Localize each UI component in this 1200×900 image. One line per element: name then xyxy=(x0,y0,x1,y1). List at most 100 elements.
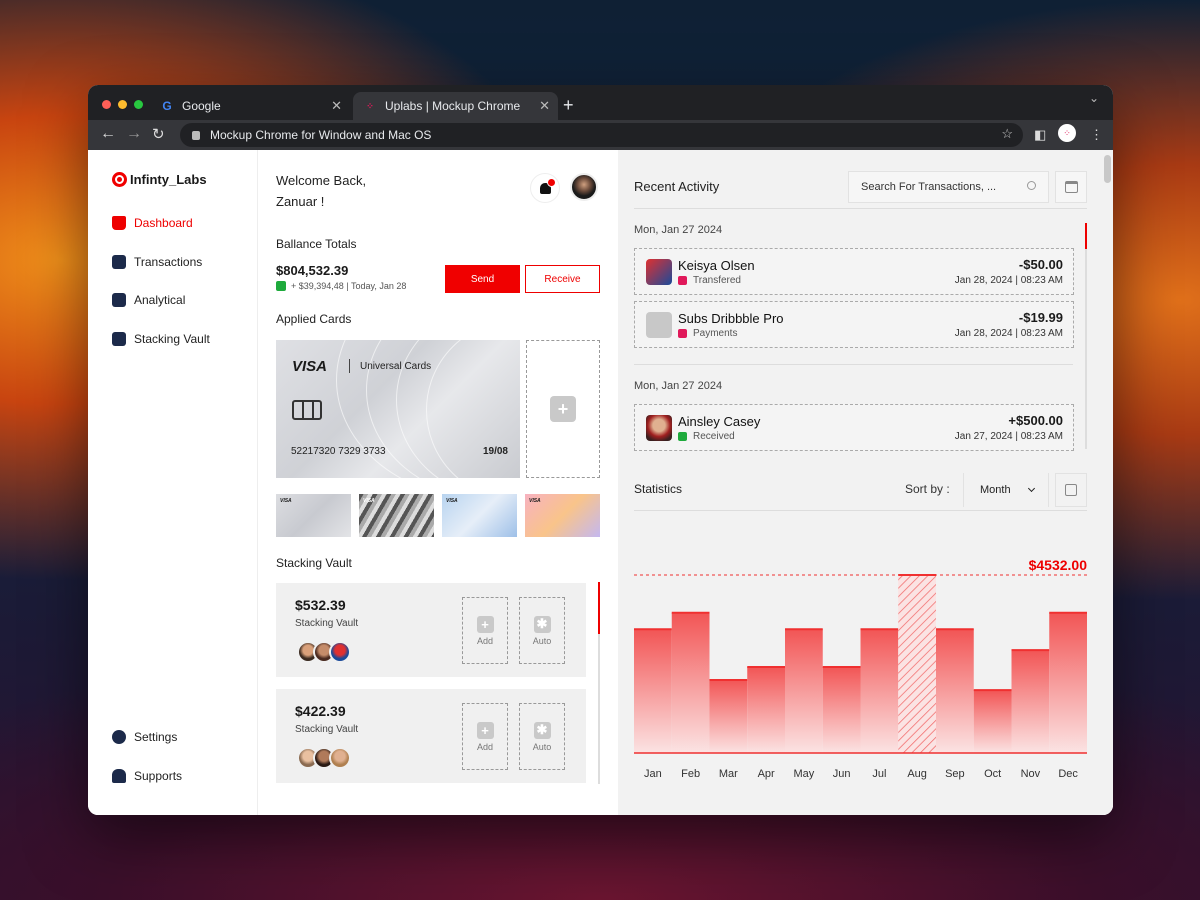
tab-google[interactable]: G Google ✕ xyxy=(150,92,350,120)
transaction-row[interactable]: Subs Dribbble Pro Payments -$19.99 Jan 2… xyxy=(634,301,1074,348)
vault-scrollbar[interactable] xyxy=(598,582,600,784)
calendar-button[interactable] xyxy=(1055,171,1087,203)
activity-title: Recent Activity xyxy=(634,179,720,194)
welcome-text: Welcome Back, Zanuar ! xyxy=(276,170,366,212)
card-issuer: Universal Cards xyxy=(360,361,432,372)
page-scrollbar[interactable] xyxy=(1104,155,1111,810)
bar-nov[interactable] xyxy=(1011,650,1050,753)
close-tab-icon[interactable]: ✕ xyxy=(539,98,550,113)
bar-mar[interactable] xyxy=(709,679,748,753)
card-brand: VISA xyxy=(292,358,328,375)
x-tick-label: Oct xyxy=(984,768,1001,780)
url-field[interactable]: Mockup Chrome for Window and Mac OS ☆ xyxy=(180,123,1023,147)
sidebar-item-dashboard[interactable]: Dashboard xyxy=(112,216,193,230)
chevron-down-icon[interactable]: ⌄ xyxy=(1088,91,1099,105)
balance-delta: + $39,394,48 | Today, Jan 28 xyxy=(276,281,406,291)
bar-feb[interactable] xyxy=(671,612,710,753)
x-tick-label: Jan xyxy=(644,768,662,780)
vault-card[interactable]: $422.39 Stacking Vault + Add ✱ Auto xyxy=(276,689,586,783)
bar-jun[interactable] xyxy=(822,666,861,753)
transaction-name: Ainsley Casey xyxy=(678,414,761,429)
main-panel: Welcome Back, Zanuar ! Ballance Totals $… xyxy=(258,150,618,815)
menu-icon[interactable]: ⋮ xyxy=(1090,127,1103,142)
bar-jul[interactable] xyxy=(860,629,899,753)
sidebar-item-analytical[interactable]: Analytical xyxy=(112,293,185,307)
bar-oct[interactable] xyxy=(973,690,1012,753)
add-card-button[interactable]: + xyxy=(526,340,600,478)
receive-button[interactable]: Receive xyxy=(525,265,600,293)
tab-bar: G Google ✕ ⁘ Uplabs | Mockup Chrome ✕ + … xyxy=(88,85,1113,120)
bar-dec[interactable] xyxy=(1049,612,1087,753)
transaction-row[interactable]: Ainsley Casey Received +$500.00 Jan 27, … xyxy=(634,404,1074,451)
card-thumbnail[interactable]: VISA xyxy=(276,494,351,537)
back-icon[interactable]: ← xyxy=(100,125,116,142)
card-pattern xyxy=(426,340,520,478)
card-thumbnail[interactable]: VISA xyxy=(442,494,517,537)
calendar-icon xyxy=(1064,181,1078,193)
x-tick-label: May xyxy=(793,768,814,780)
balance-delta-text: + $39,394,48 | Today, Jan 28 xyxy=(291,281,407,291)
vault-add-button[interactable]: + Add xyxy=(462,703,508,770)
card-thumbnail[interactable]: VISA xyxy=(359,494,434,537)
vault-auto-button[interactable]: ✱ Auto xyxy=(519,597,565,664)
send-button[interactable]: Send xyxy=(445,265,520,293)
logo-text: Infinty_Labs xyxy=(130,172,207,187)
vault-amount: $532.39 xyxy=(295,597,346,613)
close-tab-icon[interactable]: ✕ xyxy=(331,98,342,113)
sidepanel-icon[interactable]: ◧ xyxy=(1034,127,1047,142)
x-tick-label: Nov xyxy=(1021,768,1041,780)
chevron-down-icon xyxy=(1027,484,1036,493)
sidebar-item-supports[interactable]: Supports xyxy=(112,769,182,783)
url-text: Mockup Chrome for Window and Mac OS xyxy=(210,128,432,142)
vault-card[interactable]: $532.39 Stacking Vault + Add ✱ Auto xyxy=(276,583,586,677)
tab-uplabs[interactable]: ⁘ Uplabs | Mockup Chrome ✕ xyxy=(353,92,558,120)
transaction-date: Jan 28, 2024 | 08:23 AM xyxy=(954,275,1063,286)
bar-apr[interactable] xyxy=(747,666,785,753)
sidebar-item-settings[interactable]: Settings xyxy=(112,730,177,744)
profile-icon[interactable]: ⁘ xyxy=(1058,124,1076,142)
minimize-window-button[interactable] xyxy=(118,100,127,109)
bar-sep[interactable] xyxy=(936,629,974,753)
scroll-thumb[interactable] xyxy=(598,582,600,634)
transaction-row[interactable]: Keisya Olsen Transfered -$50.00 Jan 28, … xyxy=(634,248,1074,295)
sidebar-item-transactions[interactable]: Transactions xyxy=(112,255,202,269)
filter-button[interactable] xyxy=(1055,473,1087,507)
window-controls xyxy=(102,100,143,109)
reload-icon[interactable]: ↻ xyxy=(152,126,165,143)
logo-icon xyxy=(112,172,127,187)
credit-card[interactable]: VISA Universal Cards 52217320 7329 3733 … xyxy=(276,340,520,478)
x-tick-label: Mar xyxy=(719,768,738,780)
bar-may[interactable] xyxy=(785,629,823,753)
vault-add-button[interactable]: + Add xyxy=(462,597,508,664)
maximize-window-button[interactable] xyxy=(134,100,143,109)
bar-jan[interactable] xyxy=(634,629,672,753)
month-select[interactable]: Month xyxy=(963,473,1049,507)
forward-icon[interactable]: → xyxy=(126,125,142,142)
vault-add-label: Add xyxy=(476,741,493,752)
star-icon[interactable]: ☆ xyxy=(1001,126,1013,141)
divider xyxy=(634,208,1087,209)
close-window-button[interactable] xyxy=(102,100,111,109)
statistics-title: Statistics xyxy=(634,482,683,496)
uplabs-icon: ⁘ xyxy=(366,100,374,111)
plus-icon: + xyxy=(550,396,576,422)
new-tab-icon[interactable]: + xyxy=(563,95,574,115)
notification-button[interactable] xyxy=(530,173,560,203)
vault-auto-button[interactable]: ✱ Auto xyxy=(519,703,565,770)
bar-aug[interactable] xyxy=(898,575,936,753)
transaction-name: Subs Dribbble Pro xyxy=(678,311,784,326)
logo[interactable]: Infinty_Labs xyxy=(112,172,207,187)
activity-date: Mon, Jan 27 2024 xyxy=(634,380,723,392)
scroll-thumb[interactable] xyxy=(1085,223,1087,249)
divider xyxy=(634,364,1073,365)
vault-label: Stacking Vault xyxy=(295,724,359,735)
card-thumbnail[interactable]: VISA xyxy=(525,494,600,537)
search-input[interactable]: Search For Transactions, ... xyxy=(848,171,1049,203)
vault-icon xyxy=(112,332,126,346)
dribbble-icon xyxy=(646,312,672,338)
avatar[interactable] xyxy=(570,173,598,201)
highlight-value-label: $4532.00 xyxy=(1029,557,1088,573)
scroll-thumb[interactable] xyxy=(1104,155,1111,183)
sidebar-item-stacking-vault[interactable]: Stacking Vault xyxy=(112,332,210,346)
activity-scrollbar[interactable] xyxy=(1085,223,1087,449)
